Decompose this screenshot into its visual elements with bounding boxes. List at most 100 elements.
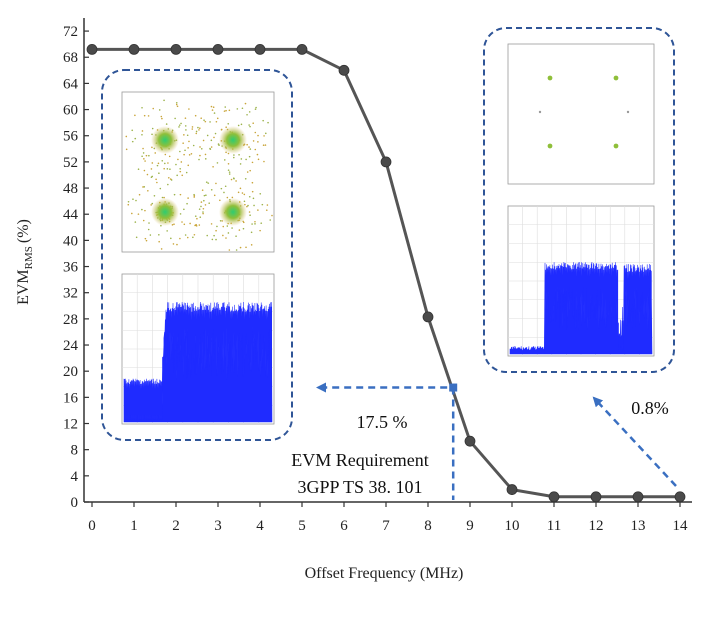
noise-dot [246, 205, 248, 208]
noise-dot [254, 108, 257, 110]
y-tick-label: 0 [71, 495, 79, 511]
x-tick-label: 7 [382, 518, 390, 534]
constellation-point [613, 143, 619, 149]
constellation-point [151, 126, 179, 154]
noise-dot [246, 171, 249, 173]
noise-dot [143, 169, 146, 172]
noise-dot [223, 191, 225, 194]
noise-dot [209, 121, 211, 123]
noise-dot [252, 122, 254, 125]
noise-dot [204, 204, 207, 206]
noise-dot [252, 140, 255, 142]
noise-dot [154, 152, 157, 154]
x-tick-label: 11 [547, 518, 561, 534]
noise-dot [210, 146, 213, 148]
noise-dot [227, 162, 230, 165]
noise-dot [252, 197, 255, 200]
noise-dot [195, 132, 198, 135]
constellation-point [547, 143, 553, 149]
noise-dot [198, 224, 201, 226]
noise-dot [213, 112, 216, 114]
noise-dot [219, 219, 222, 222]
noise-dot [158, 233, 160, 236]
noise-dot [158, 172, 160, 175]
noise-dot [151, 162, 154, 164]
noise-dot [215, 120, 218, 123]
noise-dot [180, 161, 183, 163]
noise-dot [183, 153, 185, 156]
constellation-point [151, 198, 179, 226]
noise-dot [202, 207, 205, 210]
noise-dot [183, 223, 186, 226]
noise-dot [131, 140, 134, 143]
noise-dot [246, 143, 248, 146]
noise-dot [125, 135, 128, 138]
noise-dot [216, 225, 218, 228]
noise-dot [228, 109, 231, 112]
noise-dot [159, 187, 162, 190]
noise-dot [212, 106, 215, 109]
noise-dot [192, 144, 195, 147]
noise-dot [183, 134, 185, 136]
noise-dot [200, 148, 203, 150]
noise-dot [200, 117, 202, 120]
requirement-value-label: 17.5 % [357, 412, 408, 432]
noise-dot [207, 182, 210, 184]
noise-dot [196, 217, 198, 220]
noise-dot [213, 136, 215, 139]
noise-dot [155, 178, 157, 181]
noise-dot [148, 222, 150, 224]
noise-dot [257, 141, 259, 143]
noise-dot [251, 181, 254, 184]
noise-dot [254, 220, 256, 223]
noise-dot [151, 175, 154, 178]
noise-dot [194, 215, 197, 217]
noise-dot [240, 123, 243, 126]
y-tick-label: 4 [71, 469, 79, 485]
noise-dot [264, 132, 267, 135]
noise-dot [228, 171, 231, 173]
noise-dot [219, 199, 221, 202]
noise-dot [237, 191, 240, 194]
noise-dot [169, 178, 172, 180]
y-tick-label: 40 [63, 233, 78, 249]
noise-dot [181, 221, 183, 223]
y-tick-label: 12 [63, 417, 78, 433]
requirement-label-line2: 3GPP TS 38. 101 [297, 477, 422, 497]
noise-dot [199, 127, 201, 129]
noise-dot [131, 129, 134, 132]
noise-dot [183, 208, 185, 211]
noise-dot [235, 235, 237, 237]
noise-dot [157, 162, 160, 165]
noise-dot [170, 237, 172, 240]
evm-series-points [86, 43, 686, 503]
noise-dot [192, 236, 194, 239]
noise-dot [216, 117, 219, 120]
noise-dot [237, 124, 240, 127]
noise-dot [175, 101, 178, 104]
requirement-annotation: 17.5 % EVM Requirement 3GPP TS 38. 101 [291, 382, 458, 500]
noise-dot [146, 173, 149, 176]
noise-dot [188, 108, 190, 110]
noise-dot [141, 130, 144, 132]
noise-dot [131, 212, 133, 215]
noise-dot [179, 170, 182, 173]
noise-dot [151, 202, 154, 205]
noise-dot [143, 158, 145, 160]
noise-dot [144, 160, 146, 162]
constellation-point [613, 75, 619, 81]
noise-dot [210, 139, 213, 142]
noise-dot [239, 163, 242, 165]
noise-dot [161, 117, 163, 120]
noise-dot [254, 223, 256, 225]
axes [83, 18, 692, 503]
noise-dot [226, 196, 229, 199]
noise-dot [224, 185, 227, 188]
y-axis-label-main: EVM [15, 269, 32, 305]
noise-dot [249, 125, 251, 128]
noise-dot [202, 211, 204, 213]
noise-dot [184, 125, 187, 127]
y-tick-label: 8 [71, 443, 79, 459]
noise-dot [248, 195, 251, 198]
noise-dot [187, 164, 190, 167]
